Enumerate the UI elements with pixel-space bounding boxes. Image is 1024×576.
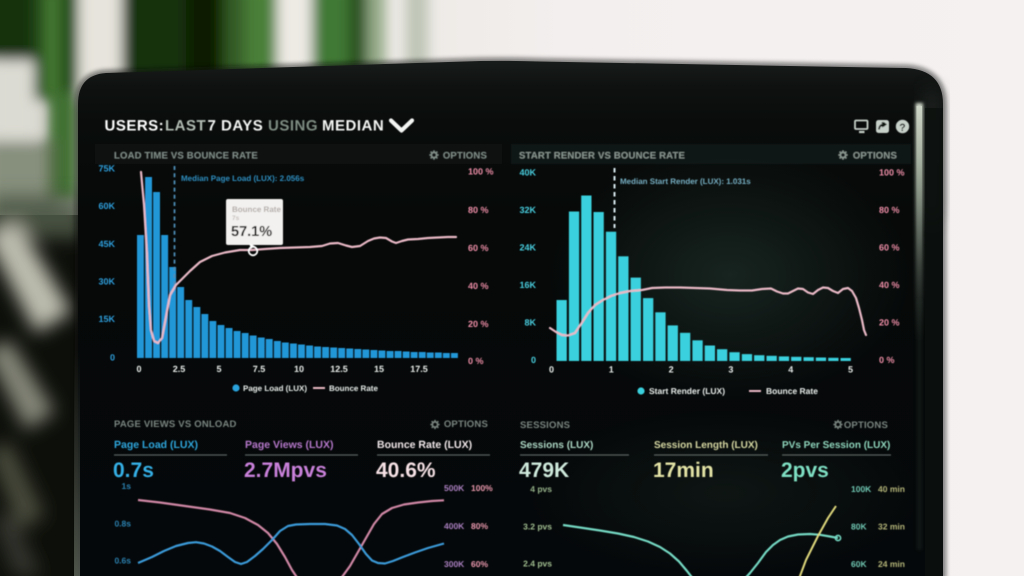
svg-text:400K: 400K	[444, 521, 465, 531]
svg-text:4 pvs: 4 pvs	[530, 484, 552, 494]
svg-text:0.6s: 0.6s	[114, 556, 131, 566]
svg-text:START RENDER VS BOUNCE RATE: START RENDER VS BOUNCE RATE	[519, 151, 685, 162]
svg-text:500K: 500K	[444, 483, 465, 493]
svg-text:300K: 300K	[444, 559, 465, 569]
svg-text:24K: 24K	[519, 243, 536, 253]
svg-text:2.7Mpvs: 2.7Mpvs	[244, 459, 327, 482]
svg-text:40 min: 40 min	[878, 484, 905, 494]
svg-text:32 min: 32 min	[878, 522, 905, 532]
svg-text:7.5: 7.5	[253, 364, 266, 374]
svg-text:57.1%: 57.1%	[231, 224, 272, 240]
svg-text:2.5: 2.5	[173, 364, 186, 374]
svg-text:40.6%: 40.6%	[376, 459, 436, 482]
svg-text:100%: 100%	[471, 483, 493, 493]
svg-text:OPTIONS: OPTIONS	[443, 151, 487, 162]
svg-text:17.5: 17.5	[410, 364, 428, 374]
svg-text:7s: 7s	[232, 215, 240, 222]
svg-text:Bounce Rate: Bounce Rate	[766, 386, 818, 396]
svg-text:Median Page Load (LUX): 2.056s: Median Page Load (LUX): 2.056s	[181, 174, 305, 183]
svg-text:24 min: 24 min	[878, 559, 905, 569]
svg-text:16K: 16K	[519, 280, 536, 290]
svg-text:100K: 100K	[851, 484, 872, 494]
svg-text:USERS:: USERS:	[105, 118, 165, 135]
svg-text:OPTIONS: OPTIONS	[844, 420, 888, 431]
svg-text:Median Start Render (LUX): 1.0: Median Start Render (LUX): 1.031s	[620, 177, 751, 186]
svg-text:100 %: 100 %	[879, 168, 905, 178]
svg-text:MEDIAN: MEDIAN	[322, 118, 384, 135]
svg-text:80 %: 80 %	[879, 205, 900, 215]
svg-text:0 %: 0 %	[879, 355, 895, 365]
svg-text:100 %: 100 %	[468, 167, 494, 177]
svg-text:0.7s: 0.7s	[113, 459, 154, 482]
svg-text:0: 0	[110, 353, 115, 363]
svg-text:Page Views (LUX): Page Views (LUX)	[245, 439, 334, 451]
svg-text:PAGE VIEWS VS ONLOAD: PAGE VIEWS VS ONLOAD	[114, 419, 237, 430]
svg-text:Bounce Rate: Bounce Rate	[232, 205, 281, 214]
svg-text:20 %: 20 %	[468, 319, 489, 329]
svg-text:45K: 45K	[98, 239, 115, 249]
svg-text:80 %: 80 %	[468, 205, 489, 215]
svg-text:Sessions (LUX): Sessions (LUX)	[520, 440, 593, 451]
svg-text:SESSIONS: SESSIONS	[520, 420, 570, 431]
svg-text:40 %: 40 %	[879, 280, 900, 290]
svg-text:0: 0	[531, 355, 536, 365]
svg-text:15K: 15K	[98, 314, 115, 324]
svg-text:5: 5	[848, 365, 853, 375]
svg-text:40 %: 40 %	[468, 281, 489, 291]
svg-text:USING: USING	[268, 118, 318, 135]
svg-text:60K: 60K	[851, 559, 867, 569]
svg-text:20 %: 20 %	[879, 318, 900, 328]
svg-text:LOAD TIME VS BOUNCE RATE: LOAD TIME VS BOUNCE RATE	[114, 151, 258, 162]
svg-text:4: 4	[788, 365, 793, 375]
svg-text:2: 2	[669, 365, 674, 375]
svg-text:0.8s: 0.8s	[114, 519, 131, 529]
svg-text:Bounce Rate: Bounce Rate	[329, 384, 378, 393]
svg-text:OPTIONS: OPTIONS	[444, 419, 488, 430]
svg-text:3.2 pvs: 3.2 pvs	[523, 522, 552, 532]
svg-text:60K: 60K	[98, 201, 115, 211]
svg-text:17min: 17min	[653, 459, 714, 482]
svg-text:40K: 40K	[519, 168, 536, 178]
svg-text:LAST: LAST	[165, 118, 206, 135]
svg-text:7 DAYS: 7 DAYS	[208, 118, 264, 135]
svg-text:32K: 32K	[519, 205, 536, 215]
svg-text:5: 5	[216, 364, 221, 374]
svg-text:2.4 pvs: 2.4 pvs	[523, 559, 552, 569]
svg-text:0: 0	[136, 364, 141, 374]
svg-text:OPTIONS: OPTIONS	[853, 151, 897, 162]
svg-text:Page Load (LUX): Page Load (LUX)	[243, 384, 307, 393]
svg-text:1: 1	[609, 365, 614, 375]
svg-text:12.5: 12.5	[330, 364, 348, 374]
svg-text:?: ?	[899, 122, 905, 134]
svg-text:30K: 30K	[98, 277, 115, 287]
svg-text:10: 10	[294, 364, 304, 374]
svg-text:1s: 1s	[122, 481, 132, 491]
svg-text:PVs Per Session (LUX): PVs Per Session (LUX)	[782, 440, 890, 451]
svg-text:60%: 60%	[471, 559, 488, 569]
svg-text:Session Length (LUX): Session Length (LUX)	[654, 440, 758, 451]
svg-text:8K: 8K	[524, 318, 536, 328]
svg-text:Start Render (LUX): Start Render (LUX)	[649, 386, 725, 396]
svg-text:15: 15	[374, 364, 384, 374]
svg-text:Bounce Rate (LUX): Bounce Rate (LUX)	[377, 439, 472, 451]
svg-text:479K: 479K	[519, 459, 569, 482]
svg-text:75K: 75K	[98, 164, 115, 174]
svg-text:80%: 80%	[471, 521, 488, 531]
svg-text:Page Load (LUX): Page Load (LUX)	[114, 439, 198, 451]
svg-text:80K: 80K	[851, 522, 867, 532]
svg-text:60 %: 60 %	[468, 243, 489, 253]
svg-text:0: 0	[549, 365, 554, 375]
svg-text:3: 3	[728, 365, 733, 375]
svg-text:0 %: 0 %	[468, 356, 484, 366]
svg-text:2pvs: 2pvs	[781, 459, 829, 482]
svg-text:60 %: 60 %	[879, 243, 900, 253]
